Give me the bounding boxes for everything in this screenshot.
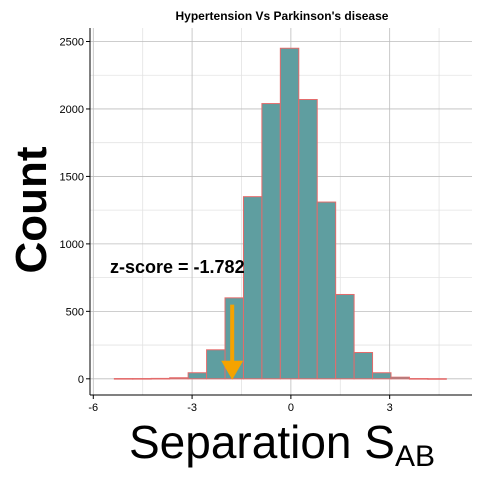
histogram-bar xyxy=(408,378,429,380)
y-tick-label: 1000 xyxy=(60,239,84,251)
x-axis-label-main: Separation S xyxy=(129,416,395,468)
histogram-bar xyxy=(206,349,226,380)
arrow-head xyxy=(221,360,244,380)
y-tick-label: 2500 xyxy=(60,36,84,48)
histogram-bar xyxy=(390,376,410,380)
histogram-bar xyxy=(298,99,318,380)
x-axis-label-subscript: AB xyxy=(395,440,435,473)
axes xyxy=(89,28,472,396)
histogram-bar xyxy=(132,378,152,380)
chart-title: Hypertension Vs Parkinson's disease xyxy=(176,9,389,23)
z-score-annotation: z-score = -1.782 xyxy=(110,257,245,277)
histogram-bars xyxy=(113,47,447,380)
z-score-arrow xyxy=(221,304,244,380)
y-tick-label: 500 xyxy=(66,306,84,318)
histogram-bar xyxy=(242,196,263,380)
histogram-bar xyxy=(427,378,447,380)
x-tick-label: -3 xyxy=(187,402,197,414)
y-axis-label: Count xyxy=(7,146,56,273)
tick-marks: -6 -3 0 3 0 500 1000 1500 2000 2500 xyxy=(60,36,393,414)
histogram-bar xyxy=(353,351,374,380)
histogram-bar xyxy=(150,377,171,380)
x-tick-label: 3 xyxy=(387,402,393,414)
histogram-bar xyxy=(169,377,189,380)
y-tick-label: 0 xyxy=(78,374,84,386)
x-tick-label: -6 xyxy=(88,402,98,414)
histogram-bar xyxy=(335,293,355,380)
x-axis-label: Separation SAB xyxy=(129,416,435,473)
histogram-bar xyxy=(113,378,134,380)
histogram-bar xyxy=(372,372,392,380)
y-tick-label: 1500 xyxy=(60,171,84,183)
histogram-bar xyxy=(279,47,300,380)
histogram-bar xyxy=(187,372,208,380)
histogram-bar xyxy=(316,201,337,380)
x-tick-label: 0 xyxy=(288,402,294,414)
histogram-bar xyxy=(261,103,281,380)
y-tick-label: 2000 xyxy=(60,104,84,116)
